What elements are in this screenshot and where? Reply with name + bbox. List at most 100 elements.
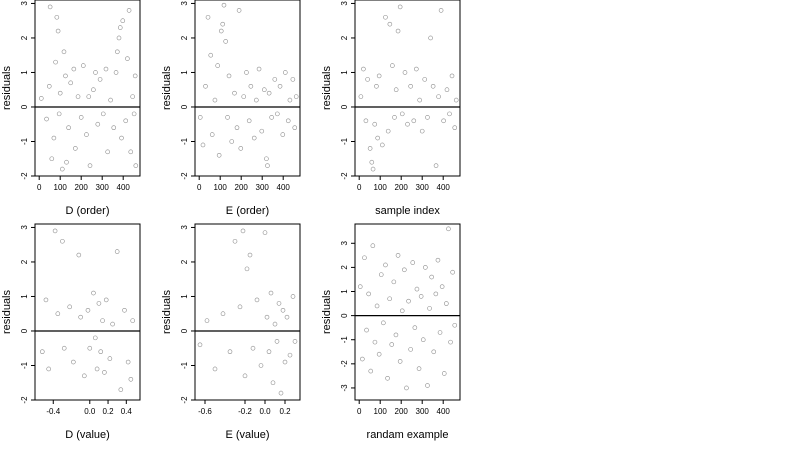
data-point bbox=[370, 243, 376, 248]
data-point bbox=[293, 94, 299, 99]
data-point bbox=[51, 135, 57, 141]
y-tick-label: 2 bbox=[20, 35, 29, 40]
y-tick-label: -2 bbox=[340, 172, 349, 180]
data-point bbox=[125, 359, 131, 365]
data-point bbox=[452, 322, 458, 328]
data-point bbox=[435, 257, 441, 263]
data-point bbox=[433, 163, 439, 168]
data-point bbox=[61, 49, 67, 55]
data-point bbox=[132, 73, 138, 79]
data-point bbox=[358, 94, 364, 99]
data-point bbox=[47, 4, 53, 10]
data-point bbox=[111, 125, 117, 130]
x-axis-title: E (order) bbox=[226, 205, 269, 217]
data-point bbox=[82, 373, 87, 379]
data-point bbox=[95, 121, 101, 127]
y-tick-label: 0 bbox=[180, 104, 189, 109]
data-point bbox=[420, 337, 426, 343]
data-point bbox=[49, 156, 55, 162]
data-point bbox=[234, 125, 240, 130]
data-point bbox=[197, 342, 203, 348]
data-point bbox=[247, 252, 253, 258]
data-point bbox=[84, 132, 89, 137]
y-tick-label: -1 bbox=[340, 336, 349, 344]
data-point bbox=[240, 228, 246, 234]
data-point bbox=[428, 35, 433, 41]
data-point bbox=[223, 39, 228, 44]
data-point bbox=[125, 56, 130, 61]
data-point bbox=[397, 4, 403, 10]
data-point bbox=[259, 128, 265, 134]
data-point bbox=[269, 115, 274, 120]
data-point bbox=[452, 125, 458, 130]
data-point bbox=[94, 366, 100, 372]
y-tick-label: 3 bbox=[340, 241, 349, 246]
data-point bbox=[391, 279, 397, 285]
data-point bbox=[254, 97, 259, 103]
data-point bbox=[258, 363, 264, 368]
data-point bbox=[399, 308, 405, 314]
data-point bbox=[110, 321, 115, 327]
data-point bbox=[59, 166, 65, 172]
x-tick-label: 300 bbox=[416, 407, 430, 416]
data-point bbox=[93, 70, 98, 75]
data-point bbox=[251, 135, 257, 141]
data-point bbox=[229, 139, 235, 144]
data-point bbox=[441, 118, 446, 124]
data-point bbox=[71, 66, 77, 72]
data-point bbox=[381, 320, 386, 326]
plot-frame bbox=[34, 0, 141, 177]
x-tick-label: 0 bbox=[197, 183, 202, 192]
x-tick-label: 200 bbox=[235, 183, 249, 192]
data-point bbox=[64, 159, 69, 165]
y-tick-label: -3 bbox=[340, 384, 349, 392]
y-tick-label: 0 bbox=[340, 313, 349, 318]
data-point bbox=[78, 314, 83, 320]
data-point bbox=[399, 111, 405, 117]
data-point bbox=[410, 260, 416, 265]
data-point bbox=[103, 297, 109, 303]
data-point bbox=[225, 115, 230, 120]
data-point bbox=[414, 286, 420, 292]
data-point bbox=[120, 18, 126, 24]
y-axis-title: residuals bbox=[161, 289, 173, 334]
data-point bbox=[73, 146, 78, 151]
data-point bbox=[405, 121, 410, 127]
y-tick-label: 1 bbox=[20, 70, 29, 75]
data-point bbox=[412, 325, 418, 330]
y-tick-label: 2 bbox=[180, 35, 189, 40]
y-axis-title: residuals bbox=[1, 65, 13, 110]
data-point bbox=[366, 291, 371, 297]
data-point bbox=[205, 14, 211, 20]
data-point bbox=[264, 156, 269, 162]
data-point bbox=[133, 163, 139, 168]
x-tick-label: 200 bbox=[395, 183, 409, 192]
y-tick-label: 3 bbox=[180, 225, 189, 230]
data-point bbox=[108, 97, 113, 103]
data-point bbox=[282, 70, 288, 75]
data-point bbox=[446, 226, 451, 232]
x-tick-label: 300 bbox=[416, 183, 430, 192]
y-tick-label: -2 bbox=[20, 396, 29, 404]
x-tick-label: 0 bbox=[37, 183, 42, 192]
data-point bbox=[278, 390, 284, 396]
data-point bbox=[292, 339, 298, 344]
data-point bbox=[68, 80, 73, 86]
data-point bbox=[244, 266, 250, 272]
scatter-panel-6: 0 100 200 300 400 -3 -2 -1 0 1 2 3 randam example res… bbox=[321, 223, 461, 441]
data-point bbox=[87, 345, 93, 351]
data-point bbox=[290, 294, 296, 299]
data-point bbox=[368, 368, 374, 374]
data-point bbox=[212, 97, 218, 103]
data-point bbox=[128, 149, 134, 155]
data-point bbox=[71, 359, 76, 365]
data-point bbox=[272, 321, 278, 327]
x-tick-label: 100 bbox=[374, 183, 388, 192]
data-point bbox=[268, 290, 274, 296]
data-point bbox=[97, 77, 103, 82]
scatter-panel-4: -0.4 0.0 0.2 0.4 -2 -1 0 1 2 3 D (value) residuals bbox=[1, 223, 141, 441]
data-point bbox=[123, 118, 129, 124]
data-point bbox=[100, 318, 105, 323]
data-point bbox=[369, 159, 375, 165]
